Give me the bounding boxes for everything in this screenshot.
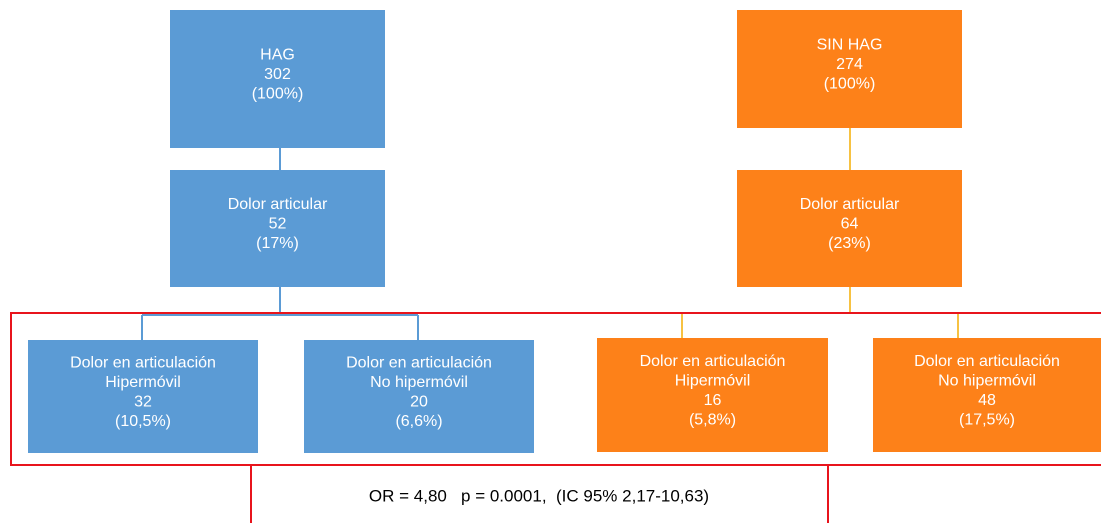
- node-label: Dolor en articulación: [70, 354, 216, 371]
- node-label: (17%): [256, 235, 299, 252]
- node-box: [304, 340, 534, 453]
- node-label: 48: [978, 392, 996, 409]
- node-label: No hipermóvil: [370, 374, 468, 391]
- node: Dolor en articulación No hipermóvil 48 (17,…: [873, 338, 1101, 452]
- node-box: [597, 338, 828, 452]
- node-label: No hipermóvil: [938, 372, 1036, 389]
- node-label: 52: [269, 216, 287, 233]
- node: Dolor en articulación Hipermóvil 16 (5,8%): [597, 338, 828, 452]
- node-box: [170, 10, 385, 148]
- node-label: (5,8%): [689, 411, 736, 428]
- node: Dolor en articulación No hipermóvil 20 (6,6…: [304, 340, 534, 453]
- node-box: [873, 338, 1101, 452]
- result: OR = 4,80 p = 0.0001, (IC 95% 2,17-10,63…: [369, 486, 709, 505]
- node-box: [737, 10, 962, 128]
- node-label: (100%): [824, 76, 876, 93]
- result-border: [250, 464, 829, 523]
- connectors: [141, 128, 959, 340]
- node-label: Dolor en articulación: [914, 353, 1060, 370]
- node-label: Dolor articular: [228, 196, 328, 213]
- node-box: [170, 170, 385, 287]
- node-label: (17,5%): [959, 411, 1015, 428]
- node-box: [737, 170, 962, 287]
- blue-connector: [141, 148, 419, 340]
- node-label: Dolor en articulación: [640, 353, 786, 370]
- node-label: 302: [264, 66, 291, 83]
- node-label: 274: [836, 56, 863, 73]
- node-label: 20: [410, 393, 428, 410]
- node-label: (100%): [252, 86, 304, 103]
- node-label: 16: [704, 392, 722, 409]
- node: HAG 302 (100%): [170, 10, 385, 148]
- node-label: (23%): [828, 235, 871, 252]
- node-label: 32: [134, 393, 152, 410]
- node-label: Hipermóvil: [675, 372, 751, 389]
- node-label: (6,6%): [395, 413, 442, 430]
- node-box: [28, 340, 258, 453]
- node-label: Hipermóvil: [105, 374, 181, 391]
- node-label: Dolor articular: [800, 196, 900, 213]
- node: Dolor en articulación Hipermóvil 32 (10,5%): [28, 340, 258, 453]
- orange-connector: [681, 128, 959, 338]
- node-label: 64: [841, 216, 859, 233]
- node: Dolor articular 64 (23%): [737, 170, 962, 287]
- node: Dolor articular 52 (17%): [170, 170, 385, 287]
- node: SIN HAG 274 (100%): [737, 10, 962, 128]
- node-label: (10,5%): [115, 413, 171, 430]
- node-label: HAG: [260, 47, 295, 64]
- node-label: SIN HAG: [817, 37, 883, 54]
- node-label: Dolor en articulación: [346, 354, 492, 371]
